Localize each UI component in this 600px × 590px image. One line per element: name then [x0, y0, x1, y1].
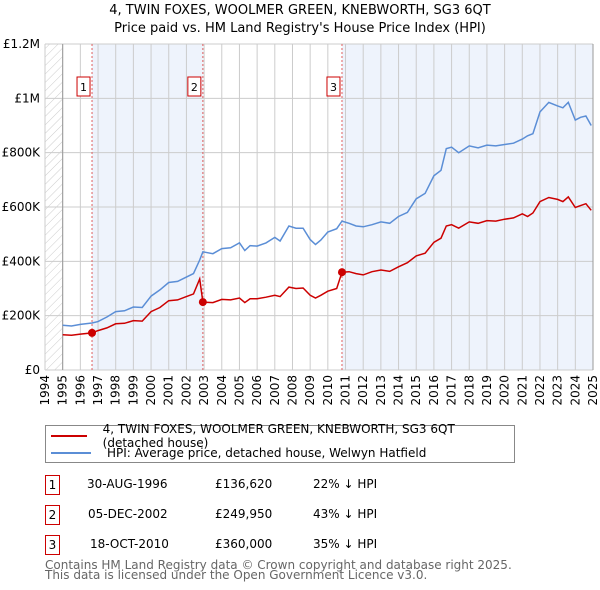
transaction-badge: 2: [45, 505, 60, 525]
legend-label-hpi: HPI: Average price, detached house, Welw…: [107, 446, 427, 460]
y-tick-label: £1M: [14, 91, 40, 105]
transaction-hpi-diff: 22% ↓ HPI: [313, 477, 378, 491]
legend-label-property: 4, TWIN FOXES, WOOLMER GREEN, KNEBWORTH,…: [102, 422, 455, 450]
y-tick-label: £200K: [2, 309, 42, 323]
price-chart: 1994 1995 1996 1997 1998 1999 2000 2001 2002 2003…: [2, 37, 600, 406]
x-tick-label: 1998: [109, 375, 123, 406]
legend: 4, TWIN FOXES, WOOLMER GREEN, KNEBWORTH,…: [45, 422, 515, 463]
x-tick-label: 2021: [515, 375, 529, 406]
sale-badge: [76, 76, 91, 97]
chart-title-address: 4, TWIN FOXES, WOOLMER GREEN, KNEBWORTH,…: [109, 3, 491, 18]
chart-title-subtitle: Price paid vs. HM Land Registry's House …: [114, 21, 486, 36]
x-tick-label: 2017: [445, 375, 459, 406]
x-tick-label: 2014: [392, 375, 406, 406]
x-tick-label: 2016: [427, 375, 441, 406]
footer-licence: This data is licensed under the Open Gov…: [45, 568, 428, 582]
sale-badge: [326, 76, 341, 97]
x-tick-label: 2019: [480, 375, 494, 406]
sale-badge-label: 1: [80, 81, 87, 94]
x-tick-label: 2004: [215, 375, 229, 406]
x-tick-label: 2000: [144, 375, 158, 406]
y-tick-label: £1.2M: [3, 37, 40, 51]
x-tick-label: 2009: [303, 375, 317, 406]
legend-swatch-hpi: [51, 452, 91, 454]
transaction-badge: 1: [45, 475, 60, 495]
x-tick-label: 2023: [551, 375, 565, 406]
transaction-hpi-diff: 43% ↓ HPI: [313, 507, 378, 521]
x-tick-label: 2022: [533, 375, 547, 406]
x-tick-label: 2024: [568, 375, 582, 406]
x-tick-label: 2007: [268, 375, 282, 406]
transaction-price: £360,000: [215, 537, 273, 551]
sale-badge-label: 3: [330, 81, 337, 94]
transaction-price: £249,950: [215, 507, 273, 521]
transaction-date: 30-AUG-1996: [87, 477, 168, 491]
footer: Contains HM Land Registry data © Crown c…: [45, 558, 512, 582]
x-tick-label: 1994: [38, 375, 52, 406]
x-tick-label: 2013: [374, 375, 388, 406]
y-tick-label: £400K: [2, 254, 42, 268]
sale-point: [198, 298, 207, 307]
transaction-row: 2 05-DEC-2002 £249,950 43% ↓ HPI: [45, 505, 545, 525]
x-tick-label: 2011: [339, 375, 353, 406]
sale-point: [88, 328, 97, 337]
transaction-row: 3 18-OCT-2010 £360,000 35% ↓ HPI: [45, 535, 545, 555]
y-tick-label: £600K: [2, 200, 42, 214]
x-tick-label: 2002: [179, 375, 193, 406]
transaction-badge: 3: [45, 535, 60, 555]
sale-badge-label: 2: [191, 81, 198, 94]
x-tick-label: 2006: [250, 375, 264, 406]
x-tick-label: 2010: [321, 375, 335, 406]
property-price-line: [62, 195, 592, 336]
transaction-hpi-diff: 35% ↓ HPI: [313, 537, 378, 551]
legend-item-property: 4, TWIN FOXES, WOOLMER GREEN, KNEBWORTH,…: [46, 422, 514, 450]
x-tick-label: 1999: [126, 375, 140, 406]
x-tick-label: 2020: [498, 375, 512, 406]
x-tick-label: 1996: [73, 375, 87, 406]
x-tick-label: 2012: [356, 375, 370, 406]
x-tick-label: 1995: [56, 375, 70, 406]
x-tick-label: 2025: [586, 375, 600, 406]
x-tick-label: 2008: [285, 375, 299, 406]
sale-point: [337, 268, 346, 277]
sale-badge: [187, 76, 202, 97]
y-tick-label: £800K: [2, 146, 42, 160]
x-tick-label: 2018: [462, 375, 476, 406]
transaction-date: 18-OCT-2010: [90, 537, 169, 551]
x-tick-label: 2005: [232, 375, 246, 406]
x-tick-label: 2003: [197, 375, 211, 406]
transaction-row: 1 30-AUG-1996 £136,620 22% ↓ HPI: [45, 475, 545, 495]
x-tick-label: 1997: [91, 375, 105, 406]
y-tick-label: £0: [25, 363, 40, 377]
x-tick-label: 2015: [409, 375, 423, 406]
hpi-line: [62, 101, 592, 327]
legend-swatch-property: [51, 435, 87, 437]
footer-copyright: Contains HM Land Registry data © Crown c…: [45, 558, 512, 572]
transaction-price: £136,620: [215, 477, 273, 491]
legend-item-hpi: HPI: Average price, detached house, Welw…: [46, 445, 426, 461]
x-tick-label: 2001: [162, 375, 176, 406]
transaction-date: 05-DEC-2002: [88, 507, 168, 521]
